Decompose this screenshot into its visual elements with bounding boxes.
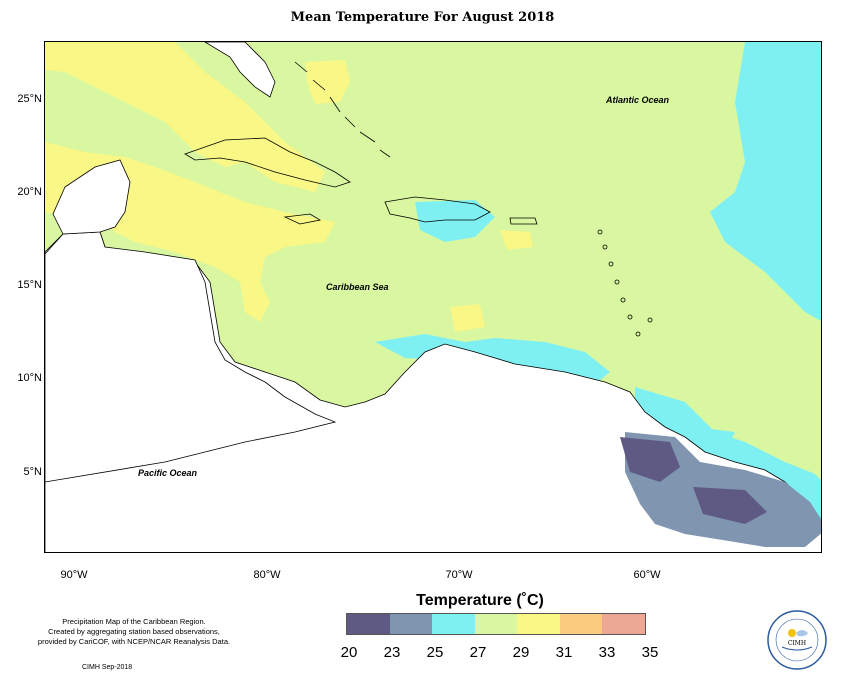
legend-swatch-27-29 — [474, 614, 518, 634]
land-central-america — [45, 231, 337, 483]
land-cuba — [184, 137, 351, 188]
caption-line-3: provided by CariCOF, with NCEP/NCAR Rean… — [37, 637, 231, 646]
y-label-25n: 25°N — [17, 93, 42, 105]
credit-text: CIMH Sep-2018 — [82, 664, 133, 671]
legend-tick-35: 35 — [641, 644, 659, 661]
yellow-zone-bahamas — [305, 60, 350, 104]
cloud-icon — [796, 630, 808, 637]
land-florida — [204, 42, 276, 98]
y-label-15n: 15°N — [17, 279, 42, 291]
map-area — [44, 41, 822, 553]
y-label-20n: 20°N — [17, 186, 42, 198]
legend-color-bar — [346, 613, 646, 635]
y-label-5n: 5°N — [23, 466, 42, 478]
legend-swatch-20-23 — [347, 614, 390, 634]
land-guianas-dark — [620, 437, 680, 482]
legend-tick-29: 29 — [512, 644, 530, 661]
x-label-60w: 60°W — [633, 569, 661, 581]
caption-line-1: Precipitation Map of the Caribbean Regio… — [62, 617, 206, 626]
cyan-zone-atlantic — [710, 42, 821, 321]
yellow-zone-puerto-rico — [500, 230, 533, 250]
legend-tick-33: 33 — [598, 644, 616, 661]
legend-swatch-33-35 — [602, 614, 646, 634]
label-atlantic-ocean: Atlantic Ocean — [606, 95, 670, 105]
legend-tick-27: 27 — [469, 644, 487, 661]
legend-title: Temperature (˚C) — [416, 592, 544, 609]
yellow-zone-gulf — [45, 42, 325, 192]
legend-swatch-31-33 — [559, 614, 603, 634]
legend-swatch-25-27 — [432, 614, 475, 634]
caption-line-2: Created by aggregating station based obs… — [48, 627, 220, 636]
land-yucatan — [52, 159, 131, 235]
land-puerto-rico — [509, 217, 538, 225]
land-suriname-dark — [693, 487, 767, 524]
legend-tick-31: 31 — [555, 644, 573, 661]
logo-text: CIMH — [788, 640, 806, 647]
land-jamaica — [283, 213, 322, 225]
land-hispaniola — [384, 196, 491, 223]
label-caribbean-sea: Caribbean Sea — [326, 282, 389, 292]
temperature-map — [45, 42, 821, 552]
legend-tick-25: 25 — [426, 644, 444, 661]
x-label-70w: 70°W — [445, 569, 473, 581]
label-pacific-ocean: Pacific Ocean — [138, 468, 198, 478]
map-title: Mean Temperature For August 2018 — [290, 10, 555, 25]
sun-icon — [788, 629, 796, 637]
y-label-10n: 10°N — [17, 372, 42, 384]
map-caption: Precipitation Map of the Caribbean Regio… — [14, 617, 254, 647]
cyan-zone-hispaniola — [415, 200, 495, 242]
cimh-logo: CIMH — [767, 610, 827, 670]
legend-tick-20: 20 — [340, 644, 358, 661]
land-bahamas — [294, 61, 391, 158]
yellow-zone-aruba — [450, 304, 485, 332]
x-label-90w: 90°W — [60, 569, 88, 581]
legend-swatch-23-25 — [389, 614, 433, 634]
legend-tick-23: 23 — [383, 644, 401, 661]
x-label-80w: 80°W — [253, 569, 281, 581]
land-lesser-antilles — [597, 229, 653, 337]
legend-swatch-29-31 — [517, 614, 560, 634]
cyan-zone-atlantic-small — [695, 427, 735, 442]
